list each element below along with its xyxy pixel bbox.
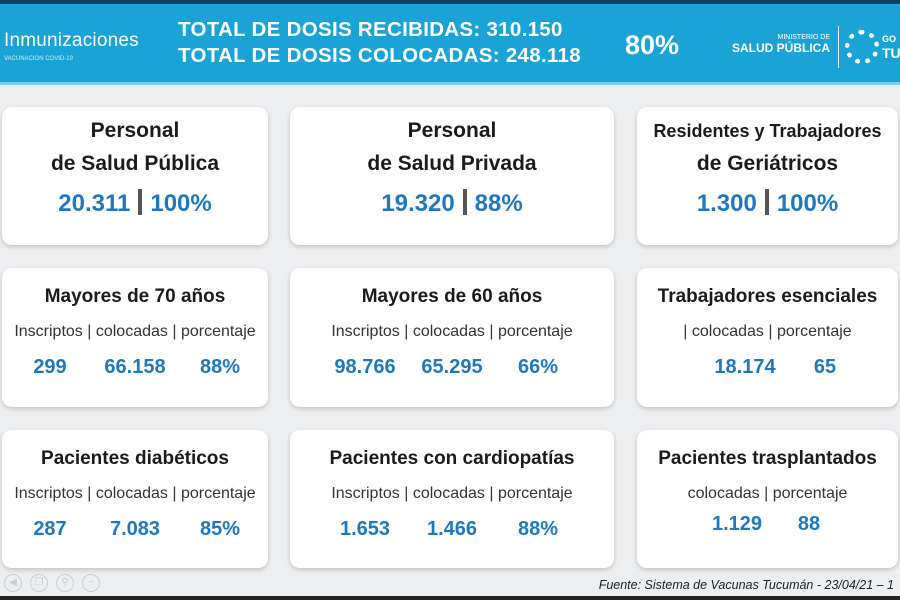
value-porcentaje: 65 [813, 356, 837, 378]
logo-divider [838, 26, 839, 68]
card-percent: 100% [150, 190, 212, 217]
card-diabeticos: Pacientes diabéticos Inscriptos | coloca… [2, 430, 268, 568]
zoom-icon[interactable]: ⚲ [56, 574, 74, 592]
value-colocadas: 65.295 [421, 356, 483, 378]
value-colocadas: 1.129 [711, 513, 763, 535]
card-labels: | colocadas | porcentaje [683, 323, 852, 340]
value-porcentaje: 88% [517, 518, 559, 540]
card-mayores-70: Mayores de 70 años Inscriptos | colocada… [2, 268, 268, 407]
copy-icon[interactable]: ❐ [30, 574, 48, 592]
total-percent: 80% [625, 30, 680, 60]
value-porcentaje: 88% [199, 356, 241, 378]
card-title: Pacientes diabéticos [41, 448, 229, 469]
card-labels: Inscriptos | colocadas | porcentaje [14, 323, 256, 340]
sun-logo-icon [845, 30, 879, 64]
card-percent: 88% [474, 190, 523, 217]
card-percent: 100% [776, 190, 839, 217]
ministry-logo: MINISTERIO DE SALUD PÚBLICA [728, 32, 830, 56]
gob-top: GO [882, 34, 897, 44]
card-title: Personal [407, 119, 497, 142]
bottom-bar [0, 596, 900, 600]
card-title: Trabajadores esenciales [657, 286, 878, 307]
value-inscriptos: 287 [33, 518, 67, 540]
ministry-bottom: SALUD PÚBLICA [732, 41, 830, 55]
gob-bottom: TU [882, 45, 900, 61]
card-trabajadores-esenciales: Trabajadores esenciales | colocadas | po… [637, 268, 898, 407]
ministry-top: MINISTERIO DE [777, 34, 830, 41]
card-title: Mayores de 60 años [361, 286, 543, 307]
card-title: de Salud Privada [367, 152, 537, 175]
card-title: Personal [90, 119, 180, 142]
value-colocadas: 18.174 [714, 356, 776, 378]
value-inscriptos: 299 [33, 356, 67, 378]
card-title: de Geriátricos [696, 152, 839, 175]
card-mayores-60: Mayores de 60 años Inscriptos | colocada… [290, 268, 614, 407]
value-inscriptos: 98.766 [334, 356, 396, 378]
totals: TOTAL DE DOSIS RECIBIDAS: 310.150 TOTAL … [178, 17, 581, 69]
prev-icon[interactable]: ◀ [4, 574, 22, 592]
card-labels: colocadas | porcentaje [687, 485, 848, 502]
total-recibidas: TOTAL DE DOSIS RECIBIDAS: 310.150 [178, 18, 563, 41]
card-salud-publica: Personal de Salud Pública 20.311 100% [2, 107, 268, 245]
value-inscriptos: 1.653 [339, 518, 391, 540]
divider-bar [462, 189, 467, 215]
card-salud-privada: Personal de Salud Privada 19.320 88% [290, 107, 614, 245]
card-labels: Inscriptos | colocadas | porcentaje [331, 485, 573, 502]
value-porcentaje: 85% [199, 518, 241, 540]
divider-bar [138, 189, 143, 215]
card-value: 1.300 [696, 190, 757, 217]
card-labels: Inscriptos | colocadas | porcentaje [14, 485, 256, 502]
divider-bar [764, 189, 769, 215]
card-value: 20.311 [58, 190, 131, 217]
card-title: de Salud Pública [50, 152, 220, 175]
brand-title: Inmunizaciones [4, 30, 139, 51]
viewer-toolbar: ◀ ❐ ⚲ − [4, 574, 100, 592]
card-title: Residentes y Trabajadores [653, 121, 882, 141]
source-footer: Fuente: Sistema de Vacunas Tucumán - 23/… [598, 578, 894, 592]
minus-icon[interactable]: − [82, 574, 100, 592]
value-porcentaje: 88 [797, 513, 821, 535]
card-title: Pacientes con cardiopatías [329, 448, 575, 469]
value-porcentaje: 66% [517, 356, 559, 378]
card-labels: Inscriptos | colocadas | porcentaje [331, 323, 573, 340]
total-colocadas: TOTAL DE DOSIS COLOCADAS: 248.118 [178, 44, 581, 67]
card-title: Pacientes trasplantados [658, 448, 877, 469]
card-title: Mayores de 70 años [44, 286, 226, 307]
header-banner: Inmunizaciones VACUNACIÓN COVID-19 TOTAL… [0, 0, 900, 85]
card-geriatricos: Residentes y Trabajadores de Geriátricos … [637, 107, 898, 245]
value-colocadas: 1.466 [426, 518, 478, 540]
card-value: 19.320 [381, 190, 455, 217]
value-colocadas: 66.158 [104, 356, 166, 378]
government-logo-text: GO TU [882, 32, 900, 62]
value-colocadas: 7.083 [109, 518, 161, 540]
card-trasplantados: Pacientes trasplantados colocadas | porc… [637, 430, 898, 568]
brand-subtitle: VACUNACIÓN COVID-19 [4, 56, 73, 62]
card-cardiopatias: Pacientes con cardiopatías Inscriptos | … [290, 430, 614, 568]
